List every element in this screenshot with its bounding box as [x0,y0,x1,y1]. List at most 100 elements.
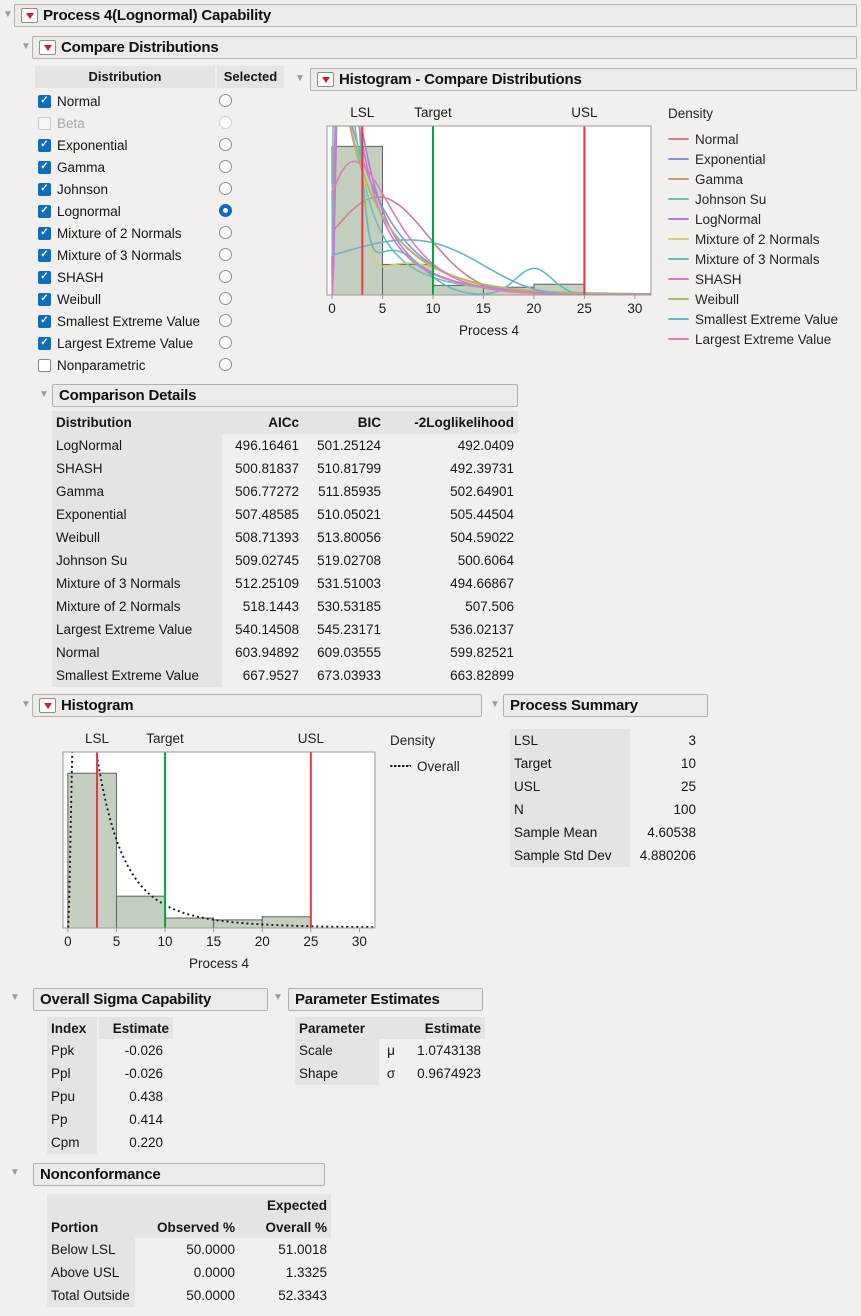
distribution-checkbox[interactable] [38,248,51,262]
legend-item: Weibull [668,289,858,309]
cell-value: 3 [688,733,696,748]
header-nonconformance: Nonconformance [33,1163,325,1186]
table-row: N 100 [510,798,700,821]
cell-label: Sample Std Dev [510,844,630,867]
cell-label: N [510,798,630,821]
cell-value: 4.60538 [647,825,696,840]
cell-bic: 545.23171 [317,622,381,637]
table-row: LogNormal 496.16461 501.25124 492.0409 [52,434,518,457]
svg-text:30: 30 [627,301,642,316]
red-triangle-menu-icon[interactable] [39,698,56,713]
disclosure-triangle-process-summary[interactable]: ▼ [490,699,500,710]
disclosure-triangle-histogram[interactable]: ▼ [21,699,31,710]
red-triangle-menu-icon[interactable] [21,8,38,23]
table-row: Scale μ 1.0743138 [295,1039,485,1062]
cell-bic: 609.03555 [317,645,381,660]
distribution-selected-radio[interactable] [219,292,232,305]
col-header-parameter: Parameter [295,1017,379,1039]
legend-item: Mixture of 3 Normals [668,249,858,269]
cell-observed-pct: 50.0000 [186,1242,235,1257]
disclosure-triangle-overall-sigma[interactable]: ▼ [10,992,20,1003]
disclosure-triangle-comparison-details[interactable]: ▼ [39,389,49,400]
disclosure-triangle-compare-distributions[interactable]: ▼ [21,41,31,52]
cell-label: Target [510,752,630,775]
distribution-row: Johnson [35,178,283,200]
distribution-selected-radio[interactable] [219,204,232,217]
disclosure-triangle-process-capability[interactable]: ▼ [3,9,13,20]
distribution-selected-radio[interactable] [219,248,232,261]
cell-parameter: Scale [295,1039,379,1062]
distribution-row: Mixture of 2 Normals [35,222,283,244]
svg-text:LSL: LSL [85,731,110,746]
red-triangle-menu-icon[interactable] [317,72,334,87]
svg-text:Target: Target [146,731,184,746]
cell-label: LSL [510,729,630,752]
distribution-label: Largest Extreme Value [57,335,194,351]
cell-bic: 513.80056 [317,530,381,545]
distribution-selected-radio[interactable] [219,116,232,129]
distribution-checkbox[interactable] [38,160,51,174]
distribution-checkbox[interactable] [38,226,51,240]
distribution-label: Mixture of 3 Normals [57,247,182,263]
table-row: Weibull 508.71393 513.80056 504.59022 [52,526,518,549]
distribution-selected-radio[interactable] [219,314,232,327]
red-triangle-menu-icon[interactable] [39,40,56,55]
distribution-selected-radio[interactable] [219,182,232,195]
cell-2loglikelihood: 492.39731 [450,461,514,476]
col-header-symbol [379,1017,403,1039]
table-row: LSL 3 [510,729,700,752]
cell-portion: Above USL [47,1261,135,1284]
cell-observed-pct: 50.0000 [186,1288,235,1303]
cell-symbol: μ [387,1043,395,1058]
distribution-row: Smallest Extreme Value [35,310,283,332]
distribution-selected-radio[interactable] [219,336,232,349]
distribution-selected-radio[interactable] [219,94,232,107]
distribution-checkbox[interactable] [38,270,51,284]
distribution-checkbox[interactable] [38,182,51,196]
distribution-selected-radio[interactable] [219,358,232,371]
svg-text:10: 10 [158,934,173,949]
disclosure-triangle-nonconformance[interactable]: ▼ [10,1167,20,1178]
distribution-selected-radio[interactable] [219,226,232,239]
table-row: USL 25 [510,775,700,798]
cell-expected-pct: 51.0018 [278,1242,327,1257]
col-header-estimate: Estimate [99,1017,173,1039]
header-parameter-estimates: Parameter Estimates [288,988,483,1011]
cell-2loglikelihood: 502.64901 [450,484,514,499]
table-header-row: Parameter Estimate [295,1017,485,1039]
svg-text:0: 0 [64,934,72,949]
selector-header-row: Distribution Selected [35,66,284,88]
svg-text:30: 30 [352,934,367,949]
cell-aicc: 667.9527 [242,668,299,683]
table-header-row-line2: Portion Observed % Overall % [47,1216,331,1238]
legend-label: Johnson Su [695,191,767,207]
distribution-checkbox[interactable] [38,336,51,350]
distribution-checkbox[interactable] [38,138,51,152]
disclosure-triangle-histogram-compare[interactable]: ▼ [295,73,305,84]
table-row: Mixture of 2 Normals 518.1443 530.53185 … [52,595,518,618]
disclosure-triangle-parameter-estimates[interactable]: ▼ [273,992,283,1003]
header-process-summary: Process Summary [503,694,708,717]
svg-text:20: 20 [255,934,270,949]
table-row: Ppl -0.026 [47,1062,171,1085]
legend-swatch [668,297,689,301]
distribution-checkbox[interactable] [38,116,51,130]
column-header-selected: Selected [217,66,284,88]
distribution-checkbox[interactable] [38,204,51,218]
distribution-checkbox[interactable] [38,292,51,306]
distribution-selected-radio[interactable] [219,270,232,283]
histogram-chart: LSL Target USL 0 5 10 15 20 25 30 Process 4 [46,726,387,977]
header-process-capability: Process 4(Lognormal) Capability [14,4,857,27]
table-row: Sample Std Dev 4.880206 [510,844,700,867]
cell-aicc: 518.1443 [242,599,299,614]
cell-2loglikelihood: 492.0409 [457,438,514,453]
distribution-selected-radio[interactable] [219,160,232,173]
table-row: Pp 0.414 [47,1108,171,1131]
distribution-checkbox[interactable] [38,94,51,108]
distribution-label: Normal [57,93,101,109]
distribution-selected-radio[interactable] [219,138,232,151]
overall-plot-svg: LSL Target USL 0 5 10 15 20 25 30 Process 4 [62,731,376,971]
distribution-checkbox[interactable] [38,314,51,328]
distribution-checkbox[interactable] [38,358,51,372]
